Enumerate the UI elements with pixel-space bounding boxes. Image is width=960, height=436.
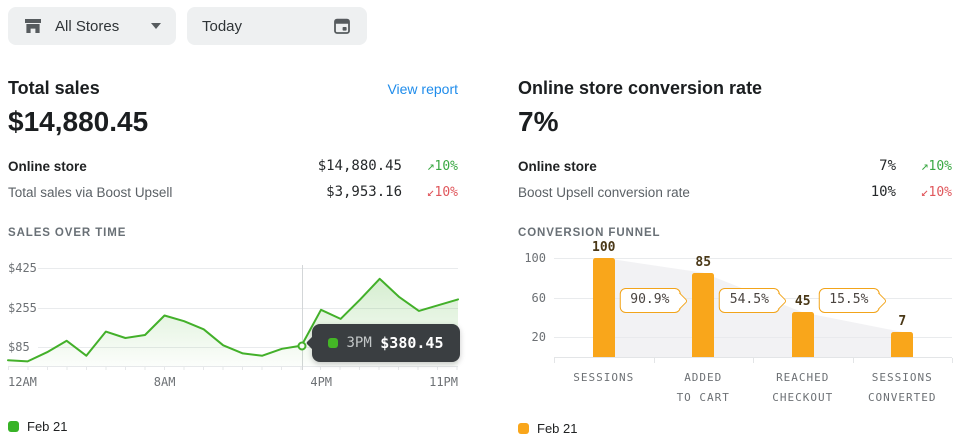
- trend-up-icon: ↗: [920, 158, 929, 174]
- sales-over-time-chart[interactable]: $85 $255 $425 3PM $380.45 12AM 8AM 4PM 11PM: [7, 261, 460, 390]
- funnel-bar-value: 45: [794, 294, 811, 310]
- grid-line: [554, 257, 952, 259]
- metric-change: ↗10%: [426, 158, 458, 174]
- metric-row-online-store: Online store $14,880.45 ↗10%: [8, 153, 458, 179]
- metric-label: Online store: [8, 158, 87, 174]
- sales-legend: Feb 21: [8, 419, 458, 434]
- total-sales-value: $14,880.45: [8, 106, 149, 137]
- metric-label: Boost Upsell conversion rate: [518, 184, 690, 200]
- funnel-bar[interactable]: [891, 332, 914, 357]
- store-selector-button[interactable]: All Stores: [8, 7, 176, 45]
- tooltip-value: $380.45: [380, 333, 444, 352]
- date-selector-button[interactable]: Today: [187, 7, 367, 45]
- metric-label: Online store: [518, 158, 597, 174]
- top-bar: All Stores Today: [0, 0, 960, 45]
- conversion-value: 7%: [518, 106, 559, 137]
- funnel-bar[interactable]: [592, 257, 615, 357]
- metric-value: $3,953.16: [326, 184, 402, 200]
- date-selector-label: Today: [202, 17, 243, 35]
- funnel-bar-value: 100: [592, 239, 616, 255]
- metric-change: ↙10%: [920, 184, 952, 200]
- store-icon: [25, 19, 41, 33]
- funnel-bar-value: 7: [898, 314, 907, 329]
- funnel-category-sessions-converted: SESSIONS CONVERTED: [867, 371, 937, 405]
- funnel-bar-value: 85: [695, 254, 712, 270]
- funnel-category-reached-checkout: REACHED CHECKOUT: [772, 371, 834, 405]
- metric-value: 10%: [870, 184, 896, 200]
- metric-row-boost-upsell-rate: Boost Upsell conversion rate 10% ↙10%: [518, 179, 952, 205]
- funnel-bar[interactable]: [791, 312, 814, 357]
- conversion-rate-badge: 54.5%: [718, 288, 780, 313]
- legend-swatch-orange: [518, 422, 529, 434]
- funnel-legend: Feb 21: [518, 421, 952, 436]
- sales-over-time-heading: SALES OVER TIME: [8, 227, 127, 239]
- store-selector-label: All Stores: [55, 17, 120, 35]
- funnel-category-axis: SESSIONS ADDED TO CART REACHED CHECKOUT …: [554, 358, 953, 409]
- x-axis-label: 4PM: [310, 375, 333, 389]
- funnel-bar-column: 100: [554, 240, 654, 357]
- funnel-bar[interactable]: [692, 272, 715, 357]
- category-tick: [554, 358, 555, 363]
- trend-up-icon: ↗: [426, 158, 435, 174]
- y-axis-label: $425: [8, 261, 37, 276]
- x-axis-label: 8AM: [153, 375, 176, 389]
- metric-change: ↙10%: [426, 184, 458, 200]
- total-sales-header: Total sales View report: [8, 78, 458, 99]
- dashboard-body: Total sales View report $14,880.45 Onlin…: [0, 78, 960, 436]
- x-axis-label: 12AM: [8, 375, 37, 389]
- total-sales-title: Total sales: [8, 78, 100, 98]
- view-report-link[interactable]: View report: [387, 81, 458, 97]
- funnel-bar-column: 85: [654, 255, 754, 357]
- sales-x-axis: 12AM 8AM 4PM 11PM: [8, 370, 458, 390]
- conversion-funnel-chart[interactable]: 20 60 100 100 85 45 7 90.9% 54.5% 15.5% SESSIONS…: [518, 240, 953, 409]
- y-axis-label: 20: [531, 330, 546, 345]
- sales-x-ticks: [8, 366, 458, 370]
- conversion-rate-panel: Online store conversion rate 7% Online s…: [518, 78, 953, 436]
- category-tick: [852, 358, 854, 363]
- legend-label: Feb 21: [537, 420, 578, 436]
- y-axis-label: $85: [8, 339, 30, 354]
- funnel-bar-column: 45: [753, 294, 853, 357]
- sales-line: [7, 277, 459, 363]
- x-axis-label: 11PM: [429, 375, 458, 389]
- category-tick: [653, 358, 655, 363]
- conversion-title: Online store conversion rate: [518, 78, 763, 98]
- funnel-category-sessions: SESSIONS: [573, 371, 635, 384]
- trend-down-icon: ↙: [920, 184, 929, 200]
- conversion-rate-badge: 15.5%: [818, 288, 880, 313]
- trend-down-icon: ↙: [426, 184, 435, 200]
- conversion-funnel-heading: CONVERSION FUNNEL: [518, 227, 661, 239]
- metric-value: 7%: [879, 158, 896, 174]
- y-axis-label: 60: [531, 290, 546, 305]
- metric-label: Total sales via Boost Upsell: [8, 184, 173, 200]
- chart-tooltip: 3PM $380.45: [311, 323, 460, 362]
- metric-value: $14,880.45: [317, 158, 402, 174]
- metric-change: ↗10%: [920, 158, 952, 174]
- chevron-down-icon: [151, 23, 161, 29]
- category-tick: [952, 358, 953, 363]
- tooltip-series-swatch: [327, 337, 338, 348]
- category-tick: [753, 358, 754, 363]
- y-axis-label: $255: [8, 300, 37, 315]
- hover-point-marker: [297, 341, 306, 351]
- conversion-rate-badge: 90.9%: [619, 288, 681, 313]
- funnel-plot-area[interactable]: 20 60 100 100 85 45 7 90.9% 54.5% 15.5%: [524, 240, 953, 358]
- metric-row-online-store-rate: Online store 7% ↗10%: [518, 153, 952, 179]
- funnel-category-added-to-cart: ADDED TO CART: [676, 371, 730, 405]
- sales-plot-area[interactable]: $85 $255 $425 3PM $380.45: [7, 261, 460, 370]
- tooltip-crosshair: [301, 265, 303, 370]
- grid-line: [38, 268, 458, 270]
- legend-label: Feb 21: [27, 419, 68, 434]
- y-axis-label: 100: [524, 250, 546, 265]
- calendar-icon: [334, 18, 350, 34]
- funnel-bar-column: 7: [853, 314, 953, 357]
- legend-swatch-green: [8, 421, 19, 432]
- tooltip-time: 3PM: [346, 334, 372, 351]
- conversion-header: Online store conversion rate: [518, 78, 952, 99]
- total-sales-panel: Total sales View report $14,880.45 Onlin…: [7, 78, 460, 436]
- metric-row-boost-upsell: Total sales via Boost Upsell $3,953.16 ↙…: [8, 179, 458, 205]
- grid-line: [38, 307, 458, 309]
- grid-line: [38, 346, 458, 348]
